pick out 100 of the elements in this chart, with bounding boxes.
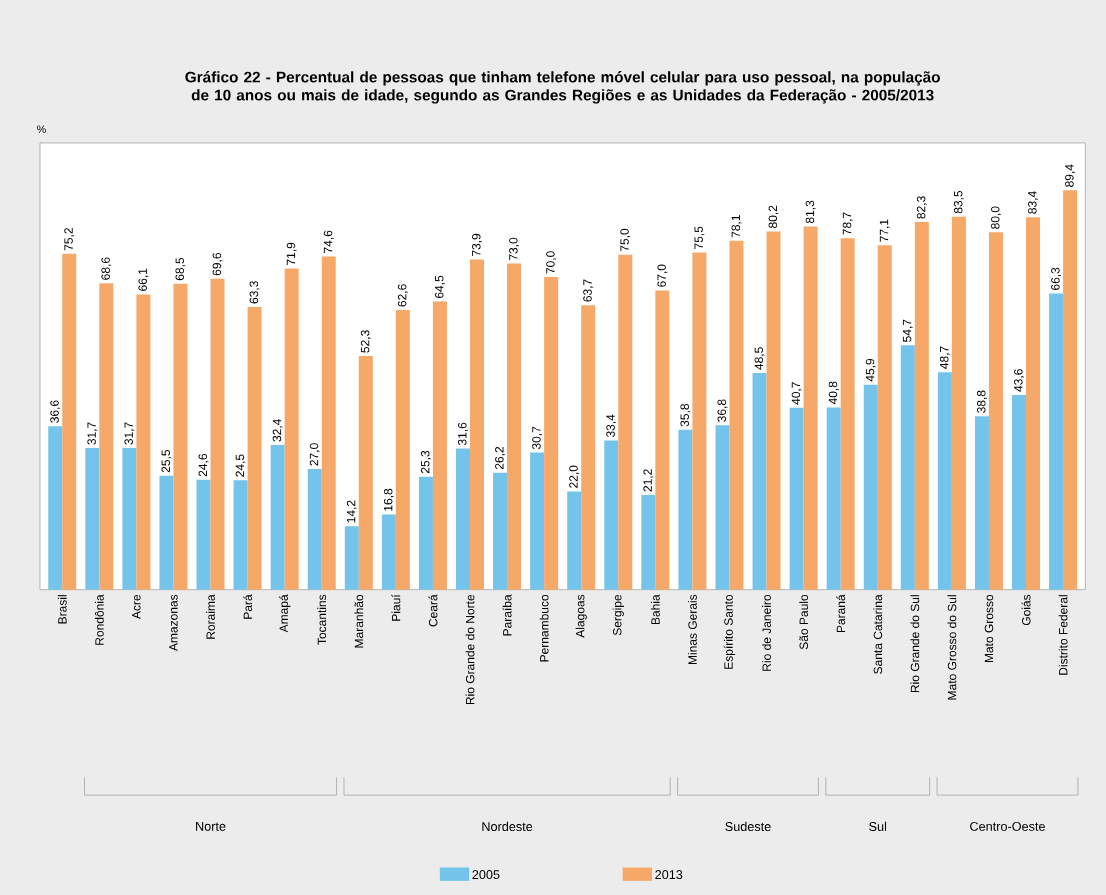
data-label: 63,3 <box>249 281 260 304</box>
bar <box>937 372 952 590</box>
data-label: 31,7 <box>124 422 135 445</box>
text: Norte <box>196 821 226 831</box>
data-label: 80,0 <box>991 206 1001 229</box>
data-label: 73,9 <box>472 233 482 257</box>
data-label: 25,3 <box>420 450 431 474</box>
bar <box>470 259 484 590</box>
data-label: 89,4 <box>1065 164 1076 187</box>
bar <box>395 310 410 590</box>
data-label: 48,5 <box>754 347 765 370</box>
data-label: 32,4 <box>272 419 283 442</box>
x-tick-label: Sergipe <box>612 594 624 636</box>
data-label: 14,2 <box>346 500 357 523</box>
x-tick-label: Amazonas <box>169 594 178 652</box>
data-label: 16,8 <box>383 488 394 511</box>
data-label: 78,1 <box>731 215 742 238</box>
data-label: 67,0 <box>657 264 668 287</box>
bar <box>729 240 744 590</box>
bar <box>507 263 522 590</box>
bar <box>321 256 336 590</box>
x-tick-label: Pará <box>243 594 253 619</box>
data-label: 75,5 <box>694 226 705 249</box>
data-label: 82,3 <box>916 196 927 219</box>
x-tick-label: Rondônia <box>94 594 104 645</box>
data-label: 48,7 <box>939 346 950 369</box>
data-label: 36,8 <box>717 399 728 422</box>
bar <box>159 475 174 590</box>
data-label: 68,5 <box>175 257 186 281</box>
data-label: 35,8 <box>680 403 691 427</box>
data-label: 69,6 <box>212 253 223 276</box>
data-label: 31,6 <box>458 422 468 446</box>
bar <box>493 472 508 590</box>
data-label: 71,9 <box>286 242 297 265</box>
x-tick-label: Santa Catarina <box>873 594 883 674</box>
legend-label: 2013 <box>655 870 683 880</box>
bar <box>692 252 707 590</box>
data-label: 33,4 <box>606 414 617 438</box>
data-label: 45,9 <box>865 358 876 382</box>
data-label: 64,5 <box>434 275 445 299</box>
x-tick-label: Rio Grande do Norte <box>465 594 475 705</box>
bar <box>900 345 915 590</box>
y-axis-title: % <box>37 125 46 133</box>
x-tick-label: Piauí <box>391 594 401 621</box>
bar <box>951 216 966 590</box>
x-tick-label: Mato Grosso <box>984 594 994 663</box>
x-tick-label: Rio Grande do Sul <box>910 595 920 693</box>
text: Sul <box>869 821 887 832</box>
bar <box>1049 293 1064 590</box>
x-tick-label: Goiás <box>1021 594 1031 626</box>
data-label: 30,7 <box>532 426 543 450</box>
bar <box>678 429 693 590</box>
data-label: 52,3 <box>360 330 371 353</box>
bar <box>247 306 262 590</box>
bar <box>618 254 633 590</box>
data-label: 75,0 <box>620 228 631 252</box>
bar <box>530 452 545 590</box>
data-label: 63,7 <box>583 279 594 302</box>
chart-title: Gráfico 22 - Percentual de pessoas que tinham telefone móvel celular para uso pessoal, na população de 10 anos ou mais de idade, segundo as Grandes Regiões e as Unidades da Federação - 2005/2013 <box>185 71 940 104</box>
data-label: 83,4 <box>1028 191 1038 214</box>
data-label: 77,1 <box>879 219 890 242</box>
bar <box>358 356 373 590</box>
x-tick-label: São Paulo <box>799 594 809 650</box>
data-label: 40,8 <box>828 381 839 405</box>
x-tick-label: Acre <box>132 594 141 620</box>
bar <box>122 448 137 590</box>
bar <box>567 491 582 590</box>
bar <box>196 479 211 590</box>
x-tick-label: Bahia <box>650 594 660 625</box>
bar <box>233 480 248 590</box>
bar <box>789 407 804 590</box>
bar <box>85 448 100 590</box>
bar <box>877 245 892 590</box>
bar <box>641 494 656 590</box>
data-label: 24,5 <box>235 454 246 477</box>
x-tick-label: Maranhão <box>354 594 364 648</box>
x-tick-label: Brasil <box>57 595 67 624</box>
text: Centro-Oeste <box>970 821 1045 831</box>
bar <box>655 290 670 590</box>
bar <box>715 425 730 590</box>
bar <box>914 222 929 590</box>
data-label: 54,7 <box>902 319 913 342</box>
bar <box>766 231 781 590</box>
bar <box>803 226 818 590</box>
x-tick-label: Ceará <box>428 594 438 627</box>
data-label: 81,3 <box>805 200 816 224</box>
bar <box>840 238 855 590</box>
bar <box>307 469 322 590</box>
data-label: 22,0 <box>569 465 580 488</box>
data-label: 26,2 <box>495 446 506 470</box>
bar <box>99 283 114 590</box>
bar <box>284 268 299 590</box>
bar <box>381 514 396 590</box>
data-label: 74,6 <box>323 230 334 253</box>
x-tick-label: Pernambuco <box>539 594 549 662</box>
bar <box>1026 217 1041 590</box>
bar <box>456 448 470 590</box>
bar <box>210 278 225 590</box>
bar <box>344 526 359 590</box>
data-label: 83,5 <box>953 190 964 214</box>
